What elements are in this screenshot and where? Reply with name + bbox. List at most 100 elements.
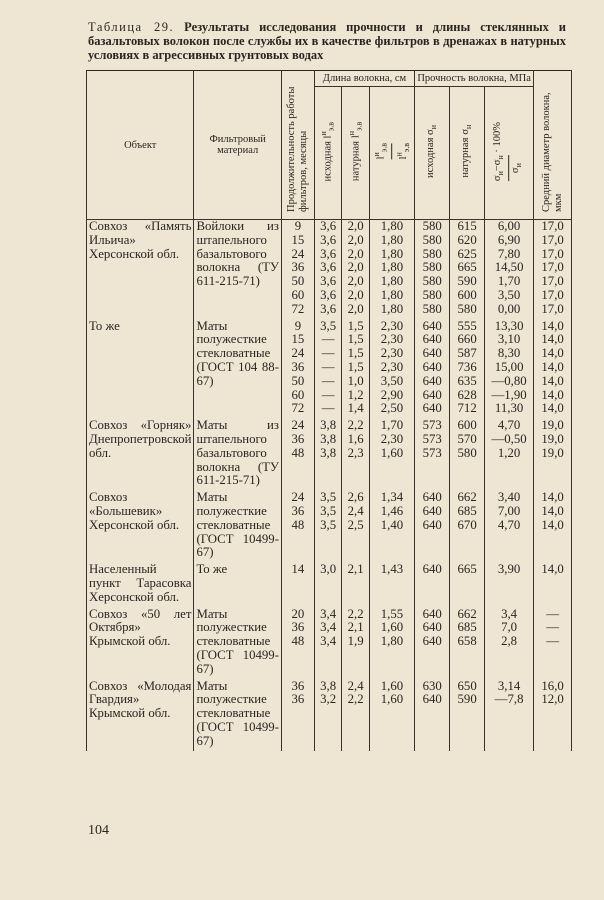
material-cell: Маты полужесткие стекловатные (ГОСТ 1049…: [193, 607, 282, 680]
column-header: исходная σи: [414, 86, 451, 220]
value-cell: 14,0: [541, 517, 564, 532]
value-cell: 14,0: [541, 359, 564, 374]
value-cell: 3,50: [380, 373, 404, 388]
value-cell: 625: [457, 246, 477, 261]
value-cell: 1,60: [380, 620, 404, 635]
header-text: Фильтровый материал: [210, 134, 266, 156]
header-text: исходная lиэ.в: [318, 122, 338, 181]
denominator: σи: [510, 163, 526, 173]
value-cell: 665: [457, 562, 477, 577]
value-cell: 72: [291, 401, 305, 416]
value-cell: 60: [291, 387, 305, 402]
value-cell: 620: [457, 232, 477, 247]
header-text: lиэ.в lнэ.в: [370, 143, 413, 160]
value-cell: 19,0: [541, 445, 564, 460]
value-cell: 36: [291, 678, 305, 693]
value-column: 573 573 573: [414, 418, 451, 492]
value-cell: 16,0: [541, 678, 564, 693]
value-cell: 2,0: [347, 232, 364, 247]
value-cell: 570: [457, 431, 477, 446]
group-row: Совхоз «Горняк» Днепропетровской обл. Мат…: [85, 418, 572, 492]
value-cell: 3,5: [320, 503, 337, 518]
value-column: 36 36: [280, 678, 315, 752]
value-cell: 3,14: [497, 678, 521, 693]
value-column: 2,30 2,30 2,30 2,30 3,50 2,90 2,50: [368, 318, 416, 420]
value-cell: 2,0: [347, 246, 364, 261]
symbol: lиэ.в: [319, 122, 336, 139]
value-cell: 3,4: [501, 606, 518, 621]
value-cell: 670: [457, 517, 477, 532]
value-cell: 1,6: [347, 431, 364, 446]
value-cell: 3,6: [320, 301, 337, 316]
value-cell: 36: [291, 431, 305, 446]
header-text: Средний диаметр волокна, мкм: [541, 76, 565, 212]
value-cell: 1,70: [497, 274, 521, 289]
value-cell: 2,30: [380, 318, 404, 333]
value-cell: 628: [457, 387, 477, 402]
value-column: 640 640 640: [414, 607, 451, 680]
results-table: Объект Фильтровый материал Продолжительнос…: [85, 70, 572, 752]
column-header: натурная σн: [449, 86, 485, 220]
value-cell: 3,6: [320, 246, 337, 261]
value-cell: 580: [422, 260, 442, 275]
value-cell: —: [321, 387, 335, 402]
value-cell: 15,00: [494, 359, 524, 374]
value-cell: 590: [457, 692, 477, 707]
value-cell: 640: [422, 634, 442, 649]
value-cell: 14,0: [541, 332, 564, 347]
value-cell: 600: [457, 418, 477, 433]
value-cell: 580: [422, 287, 442, 302]
value-cell: 580: [457, 301, 477, 316]
value-column: 3,4 3,4 3,4: [313, 607, 343, 680]
value-cell: 3,90: [497, 562, 521, 577]
value-cell: 17,0: [541, 274, 564, 289]
value-cell: 19,0: [541, 418, 564, 433]
object-cell: Совхоз «50 лет Октября» Крымской обл.: [85, 607, 195, 680]
value-column: 630 640: [414, 679, 451, 752]
value-cell: 3,8: [320, 418, 337, 433]
value-column: 3,8 3,8 3,8: [313, 418, 343, 492]
value-cell: 640: [422, 503, 442, 518]
symbol-base: l: [322, 135, 334, 139]
symbol-base: l: [375, 156, 387, 160]
value-column: 24 36 48: [280, 490, 315, 564]
value-cell: 1,55: [380, 606, 404, 621]
value-cell: 1,80: [380, 274, 404, 289]
value-cell: 1,5: [347, 346, 364, 361]
symbol-sub: н: [463, 125, 473, 130]
value-cell: 1,60: [380, 692, 404, 707]
group-row: Совхоз «Большевик» Херсонской обл. Маты п…: [85, 490, 572, 564]
header-label: натурная: [459, 137, 471, 178]
column-header: Фильтровый материал: [193, 70, 282, 220]
numerator: lиэ.в: [370, 143, 393, 160]
value-cell: 24: [291, 346, 305, 361]
group-row: Совхоз «50 лет Октября» Крымской обл. Мат…: [85, 606, 572, 680]
value-cell: 640: [422, 401, 442, 416]
value-cell: 3,50: [497, 287, 521, 302]
value-cell: 615: [457, 219, 477, 233]
value-column: 3,90: [483, 562, 535, 608]
value-cell: 3,6: [320, 287, 337, 302]
value-cell: 7,80: [497, 246, 521, 261]
value-cell: 17,0: [541, 232, 564, 247]
symbol-sub: н: [496, 155, 506, 160]
value-cell: 11,30: [494, 401, 524, 416]
header-label: Фильтровый материал: [209, 134, 266, 156]
value-cell: 640: [422, 562, 442, 577]
material-cell: Маты полужесткие стекловатные (ГОСТ 1049…: [193, 490, 282, 564]
value-cell: 640: [422, 692, 442, 707]
value-cell: 9: [294, 318, 302, 333]
value-cell: —7,8: [494, 692, 524, 707]
value-cell: 48: [291, 634, 305, 649]
value-column: — — —: [533, 607, 572, 680]
value-cell: —: [321, 359, 335, 374]
value-column: 2,6 2,4 2,5: [341, 490, 370, 564]
value-column: 555 660 587 736 635 628 712: [449, 319, 485, 420]
value-cell: 590: [457, 274, 477, 289]
value-cell: 2,2: [347, 692, 364, 707]
value-cell: 1,80: [380, 260, 404, 275]
value-column: 1,55 1,60 1,80: [368, 606, 416, 680]
value-cell: 580: [457, 445, 477, 460]
value-cell: 3,40: [497, 490, 521, 505]
value-cell: 3,8: [320, 445, 337, 460]
